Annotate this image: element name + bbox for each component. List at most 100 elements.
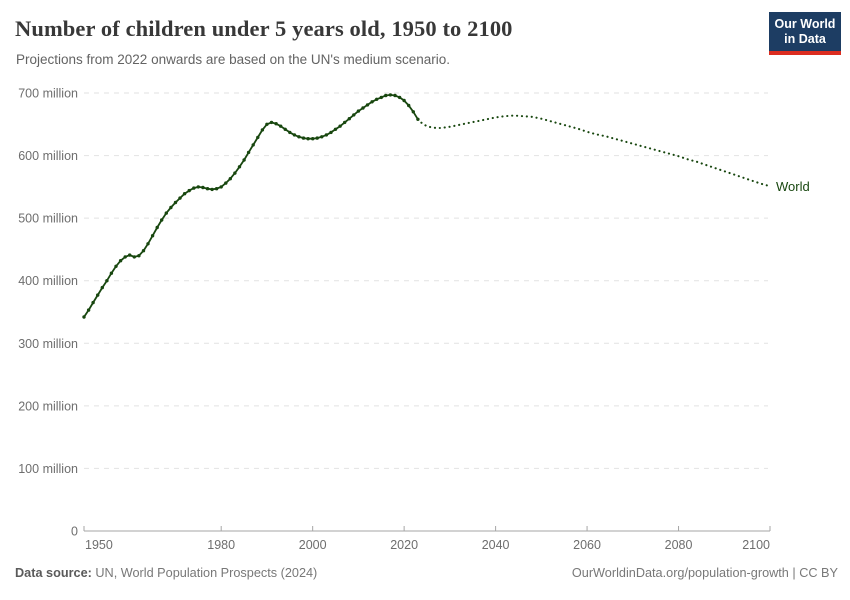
world-series-point-marker xyxy=(393,93,397,98)
x-axis-tick-label: 2020 xyxy=(390,538,418,552)
world-series-point-marker xyxy=(86,308,91,312)
world-series-point-marker xyxy=(411,110,415,114)
y-axis-tick-label: 400 million xyxy=(18,274,78,288)
world-series-point-marker xyxy=(219,185,223,189)
world-series-point-marker xyxy=(178,196,182,200)
x-axis-tick-label: 1950 xyxy=(85,538,113,552)
world-series-point-marker xyxy=(384,93,388,98)
world-series-point-marker xyxy=(251,143,255,147)
world-series-point-marker xyxy=(370,100,374,104)
world-series-point-marker xyxy=(343,120,347,125)
world-series-point-marker xyxy=(210,187,214,192)
world-series-point-marker xyxy=(96,293,100,297)
world-series-point-marker xyxy=(379,95,383,100)
world-series-point-marker xyxy=(402,98,406,103)
world-series-point-marker xyxy=(201,185,205,190)
x-axis-tick-label: 2000 xyxy=(299,538,327,552)
data-source-label: Data source: xyxy=(15,566,92,580)
world-series-point-marker xyxy=(347,117,351,121)
world-series-point-marker xyxy=(169,205,173,210)
world-series-point-marker xyxy=(352,113,356,117)
world-series-point-marker xyxy=(361,106,365,110)
y-axis-tick-label: 600 million xyxy=(18,149,78,163)
world-series-point-marker xyxy=(192,186,196,190)
world-series-point-marker xyxy=(324,133,329,137)
world-series-point-marker xyxy=(128,253,132,257)
world-series-point-marker xyxy=(146,242,150,246)
x-axis-tick-label: 1980 xyxy=(207,538,235,552)
world-series-point-marker xyxy=(315,136,319,140)
x-axis-tick-label: 2080 xyxy=(665,538,693,552)
world-series-point-marker xyxy=(297,135,301,139)
x-axis-tick-label: 2040 xyxy=(482,538,510,552)
chart-title: Number of children under 5 years old, 19… xyxy=(15,16,513,41)
world-series-point-marker xyxy=(292,133,297,137)
x-axis-tick-label: 2100 xyxy=(742,538,770,552)
world-series-point-marker xyxy=(246,150,251,155)
world-series-point-marker xyxy=(160,218,164,222)
data-source-text: UN, World Population Prospects (2024) xyxy=(91,566,318,580)
world-series-point-marker xyxy=(82,315,86,319)
world-series-point-marker xyxy=(407,103,411,108)
credit-link[interactable]: OurWorldinData.org/population-growth | C… xyxy=(571,566,838,580)
world-series-point-marker xyxy=(228,177,232,181)
world-series-point-marker xyxy=(233,171,237,175)
world-series-point-marker xyxy=(279,124,283,128)
world-series-point-marker xyxy=(118,259,123,263)
world-series-point-marker xyxy=(416,117,420,122)
world-series-point-marker xyxy=(329,130,333,135)
data-source-note: Data source: UN, World Population Prospe… xyxy=(15,566,317,580)
world-series-point-marker xyxy=(242,158,246,162)
world-series-point-marker xyxy=(237,165,242,169)
world-series-point-marker xyxy=(182,192,187,196)
world-series-point-marker xyxy=(260,128,265,132)
world-series-point-marker xyxy=(333,127,338,131)
y-axis-tick-label: 700 million xyxy=(18,87,78,101)
owid-logo[interactable]: Our World in Data xyxy=(769,12,841,55)
world-series-point-marker xyxy=(338,124,342,128)
world-series-point-marker xyxy=(205,187,210,191)
y-axis-tick-label: 200 million xyxy=(18,399,78,413)
world-series-point-marker xyxy=(109,271,114,275)
world-series-point-marker xyxy=(196,185,200,189)
y-axis-tick-label: 500 million xyxy=(18,212,78,226)
world-series-point-marker xyxy=(388,93,393,97)
world-series-point-marker xyxy=(288,130,292,135)
world-series-point-marker xyxy=(141,249,146,253)
world-series-point-marker xyxy=(114,264,118,268)
y-axis-tick-label: 100 million xyxy=(18,462,78,476)
x-axis-tick-label: 2060 xyxy=(573,538,601,552)
world-series-point-marker xyxy=(105,279,109,283)
world-series-point-marker xyxy=(137,254,141,258)
chart-subtitle: Projections from 2022 onwards are based … xyxy=(16,52,451,67)
world-series-point-marker xyxy=(274,122,278,126)
y-axis-tick-label: 0 xyxy=(71,525,78,539)
owid-logo-text: Our World in Data xyxy=(769,12,841,51)
world-series-point-marker xyxy=(100,285,105,290)
world-series-point-marker xyxy=(214,187,219,191)
world-series-point-marker xyxy=(375,97,379,102)
world-series-point-marker xyxy=(269,120,274,125)
world-series-point-marker xyxy=(256,135,260,140)
world-series-point-marker xyxy=(283,127,287,131)
world-series-point-marker xyxy=(164,211,168,215)
world-series-point-marker xyxy=(91,300,95,305)
world-series-point-marker xyxy=(320,135,324,139)
owid-logo-red-bar xyxy=(769,51,841,55)
world-series-point-marker xyxy=(150,234,155,238)
world-series-point-marker xyxy=(187,188,191,193)
world-series-historical-line[interactable] xyxy=(83,94,419,318)
world-series-point-marker xyxy=(301,136,306,140)
series-end-label-world[interactable]: World xyxy=(776,179,810,194)
world-series-point-marker xyxy=(123,255,127,259)
world-series-point-marker xyxy=(155,225,159,230)
world-series-projection-line[interactable] xyxy=(416,114,772,188)
y-axis-tick-label: 300 million xyxy=(18,337,78,351)
world-series-point-marker xyxy=(306,137,310,141)
world-series-point-marker xyxy=(224,181,228,185)
world-series-point-marker xyxy=(173,200,178,205)
world-series-point-marker xyxy=(356,109,361,113)
world-series-point-marker xyxy=(365,103,370,107)
